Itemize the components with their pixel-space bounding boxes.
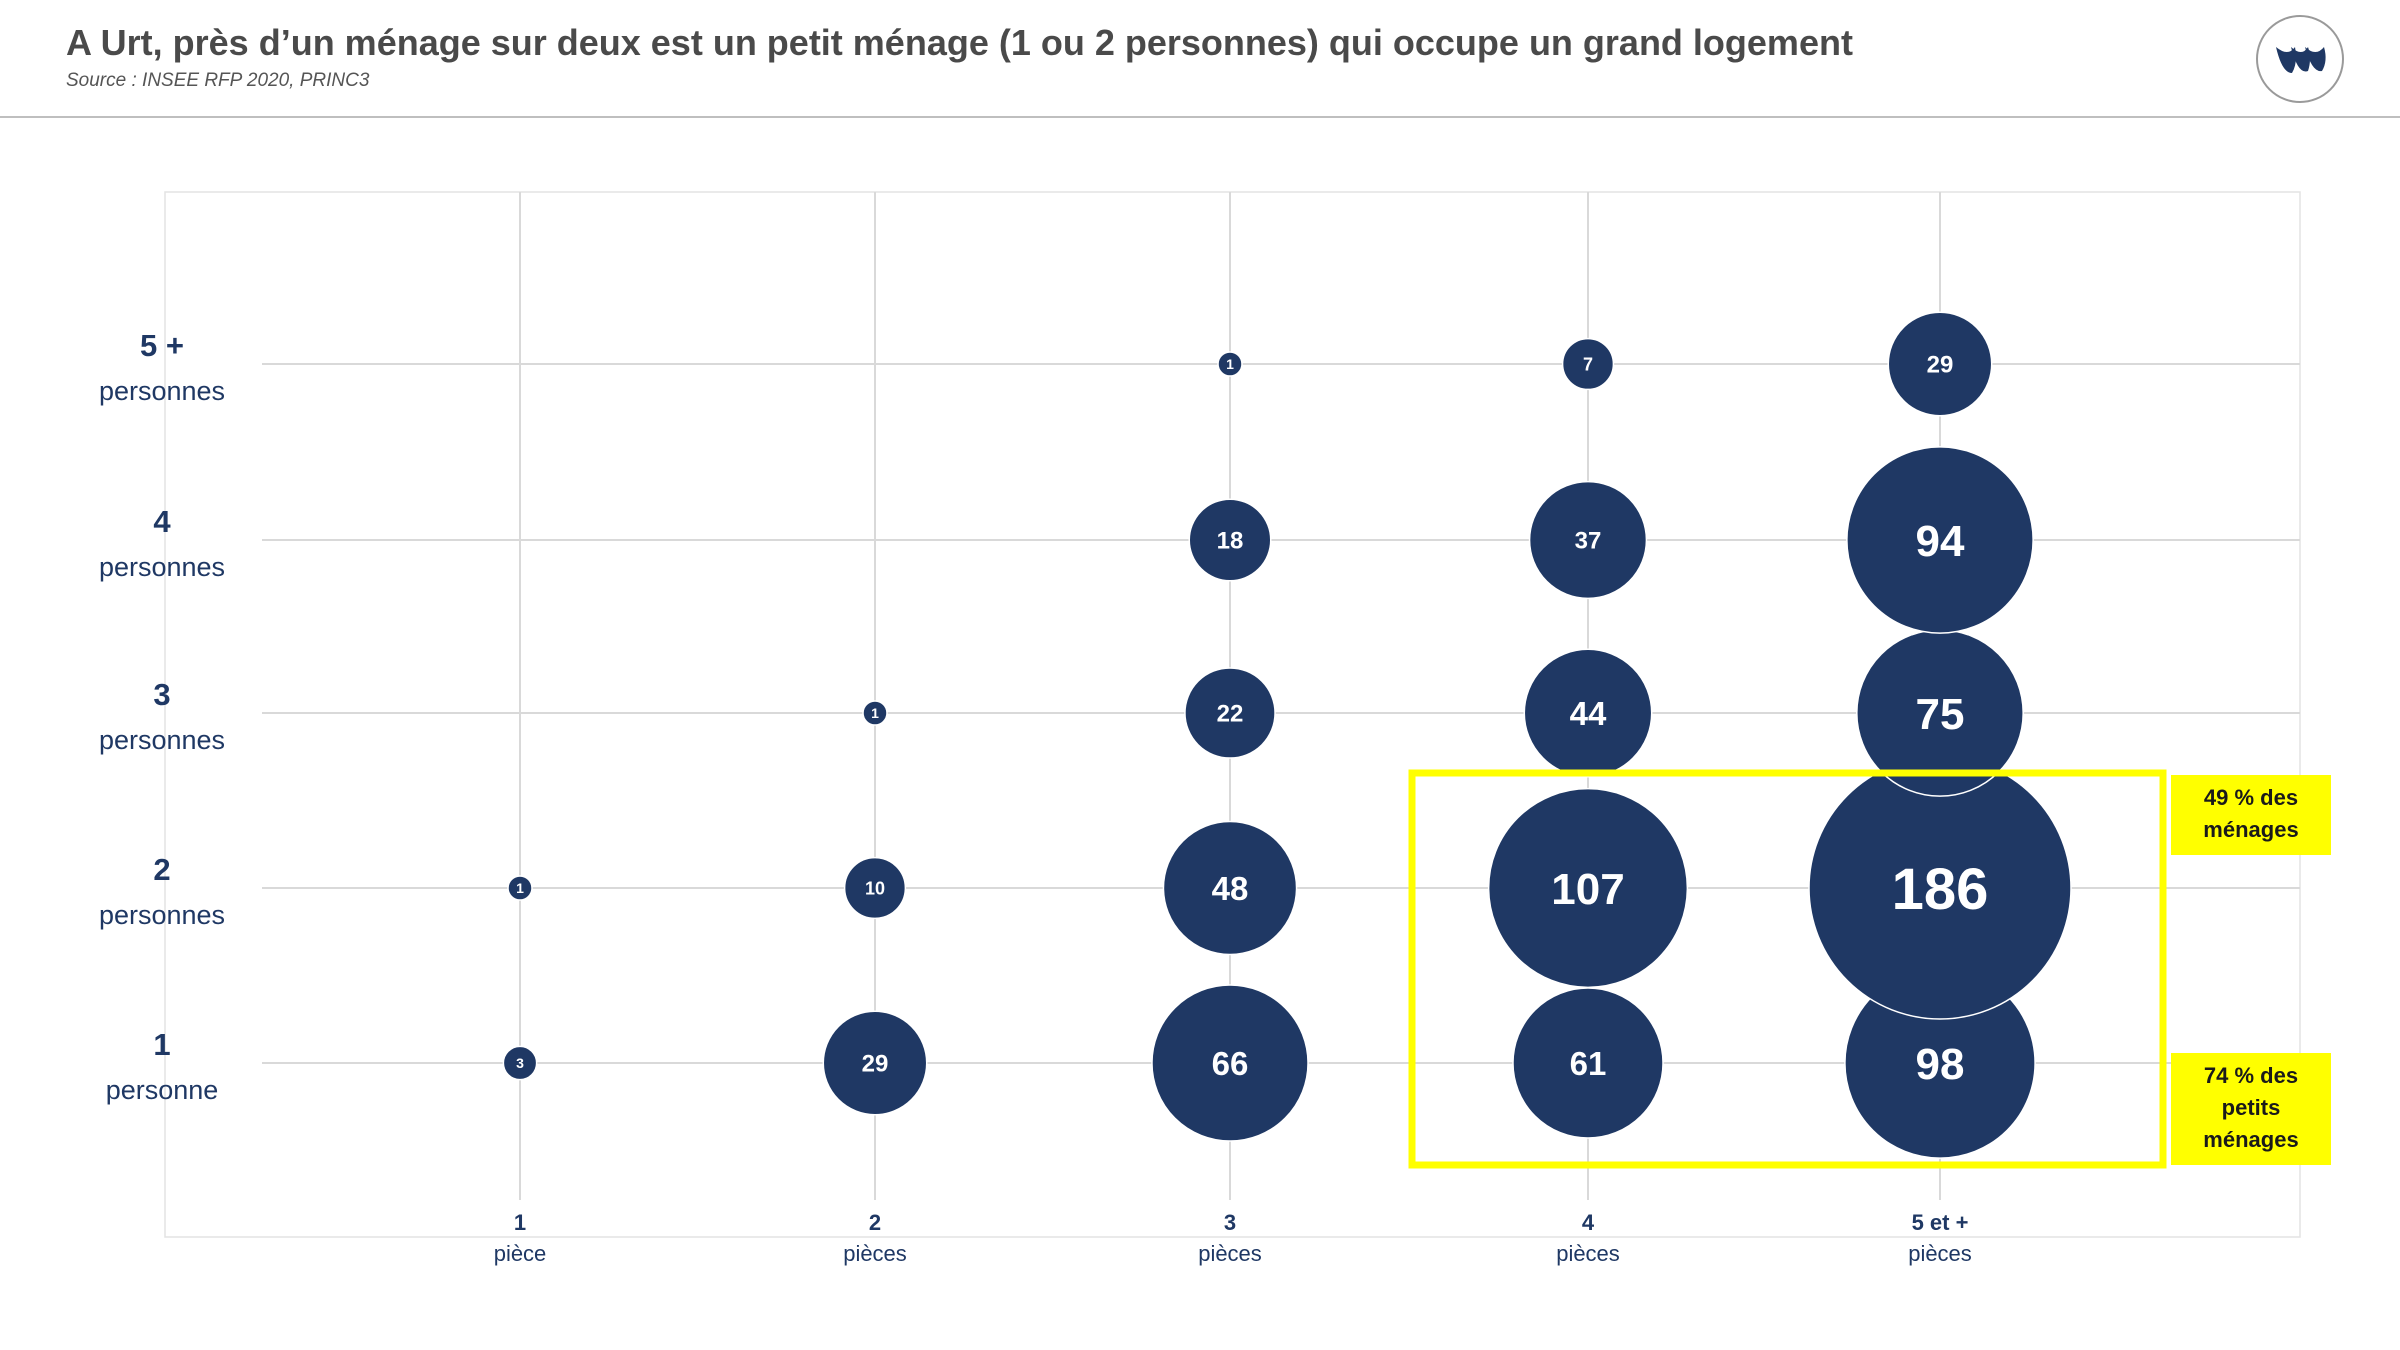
annotation-text: 74 % des [2204, 1063, 2298, 1088]
y-tick-label: 1 [153, 1027, 170, 1062]
bubble-value-label: 29 [1927, 352, 1954, 379]
bubble-point [1561, 337, 1615, 391]
bubble-value-label: 75 [1916, 690, 1965, 739]
bubble-point [1188, 498, 1272, 582]
bubble-value-label: 94 [1916, 517, 1965, 566]
bubble-value-label: 22 [1217, 701, 1244, 728]
bubble-value-label: 1 [1226, 356, 1234, 372]
y-tick-label: 5 + [140, 328, 184, 363]
x-tick-sublabel: pièces [1198, 1241, 1262, 1266]
x-tick-label: 3 [1224, 1210, 1236, 1235]
bubble-value-label: 61 [1570, 1045, 1607, 1082]
y-tick-sublabel: personnes [99, 900, 225, 930]
highlight-box [1408, 769, 2167, 1169]
bubble-value-label: 7 [1583, 354, 1593, 374]
x-tick-sublabel: pièces [1556, 1241, 1620, 1266]
y-tick-sublabel: personnes [99, 725, 225, 755]
x-tick-label: 1 [514, 1210, 526, 1235]
chart-title: A Urt, près d’un ménage sur deux est un … [66, 22, 1853, 63]
y-tick-sublabel: personnes [99, 376, 225, 406]
x-tick-sublabel: pièces [1908, 1241, 1972, 1266]
annotation-text: ménages [2203, 817, 2298, 842]
annotation-text: petits [2222, 1095, 2281, 1120]
bubble-point [1151, 984, 1309, 1142]
annotation-text: ménages [2203, 1127, 2298, 1152]
bubble-point [822, 1010, 928, 1116]
annotation-box [2171, 775, 2331, 855]
chart-source: Source : INSEE RFP 2020, PRINC3 [66, 70, 370, 91]
x-tick-label: 5 et + [1912, 1210, 1969, 1235]
bubble-value-label: 29 [862, 1051, 889, 1078]
bubble-point [1487, 787, 1689, 989]
annotation-box [2171, 1053, 2331, 1165]
bubble-value-label: 186 [1892, 857, 1989, 922]
bubble-value-label: 44 [1570, 695, 1607, 732]
bubble-point [1528, 480, 1648, 600]
brand-logo-graphic [2276, 47, 2326, 73]
bubble-point [1217, 351, 1243, 377]
bubble-point [1523, 648, 1653, 778]
bubble-value-label: 107 [1551, 865, 1624, 914]
bubble-value-label: 18 [1217, 528, 1244, 555]
bubble-point [1184, 667, 1276, 759]
brand-logo-icon [2256, 15, 2344, 103]
bubble-point [502, 1045, 538, 1081]
x-tick-sublabel: pièce [494, 1241, 547, 1266]
bubble-point [1846, 446, 2034, 634]
bubble-value-label: 1 [871, 705, 879, 721]
bubble-point [862, 700, 888, 726]
plot-frame [164, 191, 2301, 1238]
bubble-point [1887, 311, 1993, 417]
y-tick-sublabel: personnes [99, 552, 225, 582]
bubble-value-label: 66 [1212, 1045, 1249, 1082]
bubble-value-label: 10 [865, 878, 885, 898]
bubble-value-label: 3 [516, 1055, 524, 1071]
x-tick-label: 2 [869, 1210, 881, 1235]
y-tick-label: 2 [153, 852, 170, 887]
y-tick-label: 4 [153, 504, 171, 539]
bubble-value-label: 48 [1212, 870, 1249, 907]
x-tick-label: 4 [1582, 1210, 1595, 1235]
bubble-value-label: 98 [1916, 1040, 1965, 1089]
bubble-value-label: 37 [1575, 528, 1602, 555]
bubble-value-label: 1 [516, 880, 524, 896]
x-tick-sublabel: pièces [843, 1241, 907, 1266]
y-tick-sublabel: personne [106, 1075, 219, 1105]
y-tick-label: 3 [153, 677, 170, 712]
bubble-point [843, 856, 907, 920]
annotation-text: 49 % des [2204, 785, 2298, 810]
header-bar: A Urt, près d’un ménage sur deux est un … [0, 0, 2400, 118]
bubble-point [1162, 820, 1298, 956]
bubble-point [507, 875, 533, 901]
